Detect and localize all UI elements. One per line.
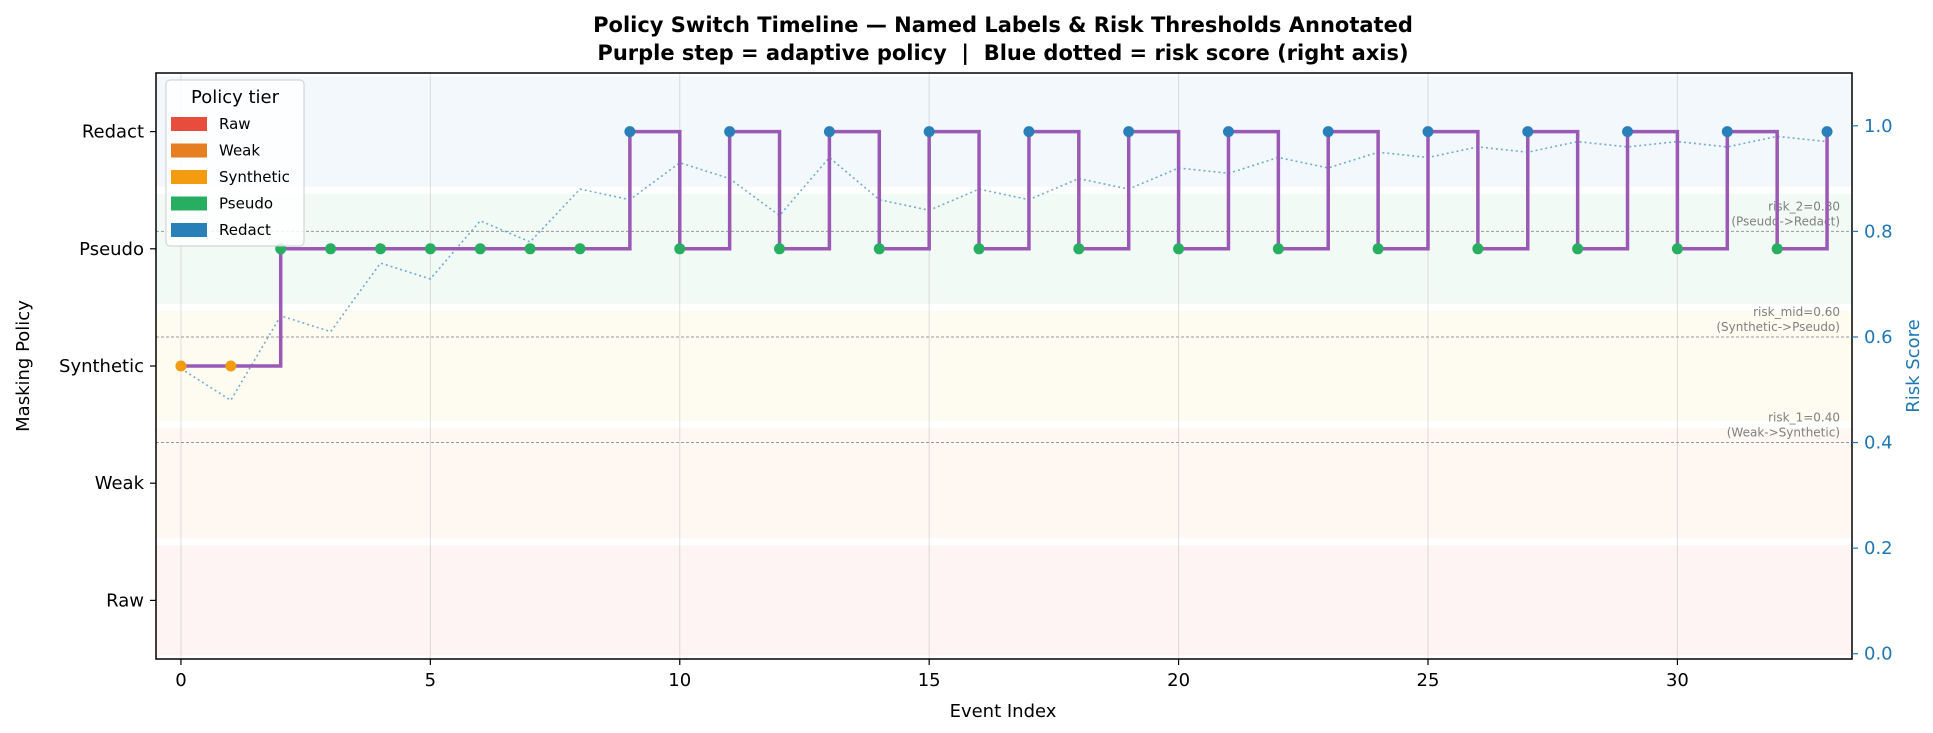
y-tick-label: Raw [106,590,144,611]
policy-point [1821,126,1833,138]
policy-point [774,243,786,255]
threshold-sublabel: (Pseudo->Redact) [1731,214,1840,228]
legend-label: Raw [219,115,251,133]
y2-axis-label: Risk Score [1903,319,1924,412]
policy-point [1472,243,1484,255]
policy-point [873,243,885,255]
policy-point [1222,126,1234,138]
policy-point [1023,126,1035,138]
policy-point [1771,243,1783,255]
band-synthetic [156,310,1852,422]
legend-swatch [171,170,207,184]
policy-point [724,126,736,138]
policy-point [374,243,386,255]
x-tick-label: 30 [1666,670,1689,691]
tier-bands [156,76,1852,656]
y-tick-label: Pseudo [79,239,144,260]
y2-tick-label: 0.2 [1864,538,1893,559]
legend-label: Pseudo [219,195,273,213]
band-redact [156,76,1852,187]
policy-point [1272,243,1284,255]
y-tick-label: Weak [95,473,145,494]
threshold-sublabel: (Weak->Synthetic) [1727,426,1840,440]
legend-swatch [171,143,207,158]
risk-thresholds: risk_1=0.40(Weak->Synthetic) risk_mid=0.6… [156,199,1852,444]
x-axis-ticks: 0 5 10 15 20 25 30 [175,659,1689,691]
threshold-sublabel: (Synthetic->Pseudo) [1716,320,1840,334]
y-axis-label: Masking Policy [13,300,34,432]
y2-axis-ticks: 0.0 0.2 0.4 0.6 0.8 1.0 [1852,116,1893,665]
threshold-label: risk_1=0.40 [1768,411,1840,425]
x-tick-label: 15 [918,670,941,691]
y-tick-label: Redact [82,122,144,143]
policy-point [474,243,486,255]
policy-point [175,360,187,372]
chart-subtitle: Purple step = adaptive policy | Blue dot… [597,41,1408,66]
y2-tick-label: 0.0 [1864,644,1893,665]
policy-point [1123,126,1135,138]
policy-point [624,126,636,138]
band-raw [156,545,1852,656]
chart-title: Policy Switch Timeline — Named Labels & … [593,13,1413,37]
policy-point [1073,243,1085,255]
policy-point [674,243,686,255]
band-weak [156,428,1852,539]
policy-point [1173,243,1185,255]
legend-swatch [171,117,207,131]
policy-point [923,126,935,138]
legend-title: Policy tier [191,87,280,108]
policy-point [1721,126,1733,138]
policy-step-line [180,129,1829,368]
x-tick-label: 0 [175,670,186,691]
x-axis-label: Event Index [950,701,1057,722]
policy-point [1622,126,1634,138]
y2-tick-label: 1.0 [1864,116,1893,137]
policy-point [1372,243,1384,255]
policy-point [424,243,436,255]
policy-point [1572,243,1584,255]
legend: Policy tier Raw Weak Synthetic Pseudo Redact [165,79,305,247]
y-axis-ticks: Raw Weak Synthetic Pseudo Redact [59,122,156,611]
threshold-label: risk_mid=0.60 [1753,305,1840,319]
threshold-label: risk_2=0.80 [1768,199,1840,213]
y2-tick-label: 0.4 [1864,433,1893,454]
legend-label: Synthetic [219,168,290,186]
legend-label: Redact [219,221,271,239]
x-tick-label: 5 [425,670,436,691]
policy-point [325,243,337,255]
policy-point [1671,243,1683,255]
x-tick-label: 20 [1167,670,1190,691]
legend-label: Weak [219,142,260,160]
y-tick-label: Synthetic [59,356,144,377]
policy-point [574,243,586,255]
policy-point [225,360,237,372]
policy-point [823,126,835,138]
policy-step-series [175,126,1833,372]
legend-swatch [171,196,207,211]
y2-tick-label: 0.8 [1864,221,1893,242]
policy-point [1322,126,1334,138]
policy-point [524,243,536,255]
y2-tick-label: 0.6 [1864,327,1893,348]
policy-point [1522,126,1534,138]
policy-point [973,243,985,255]
legend-swatch [171,223,207,237]
x-tick-label: 10 [668,670,691,691]
policy-point [1422,126,1434,138]
x-tick-label: 25 [1417,670,1440,691]
